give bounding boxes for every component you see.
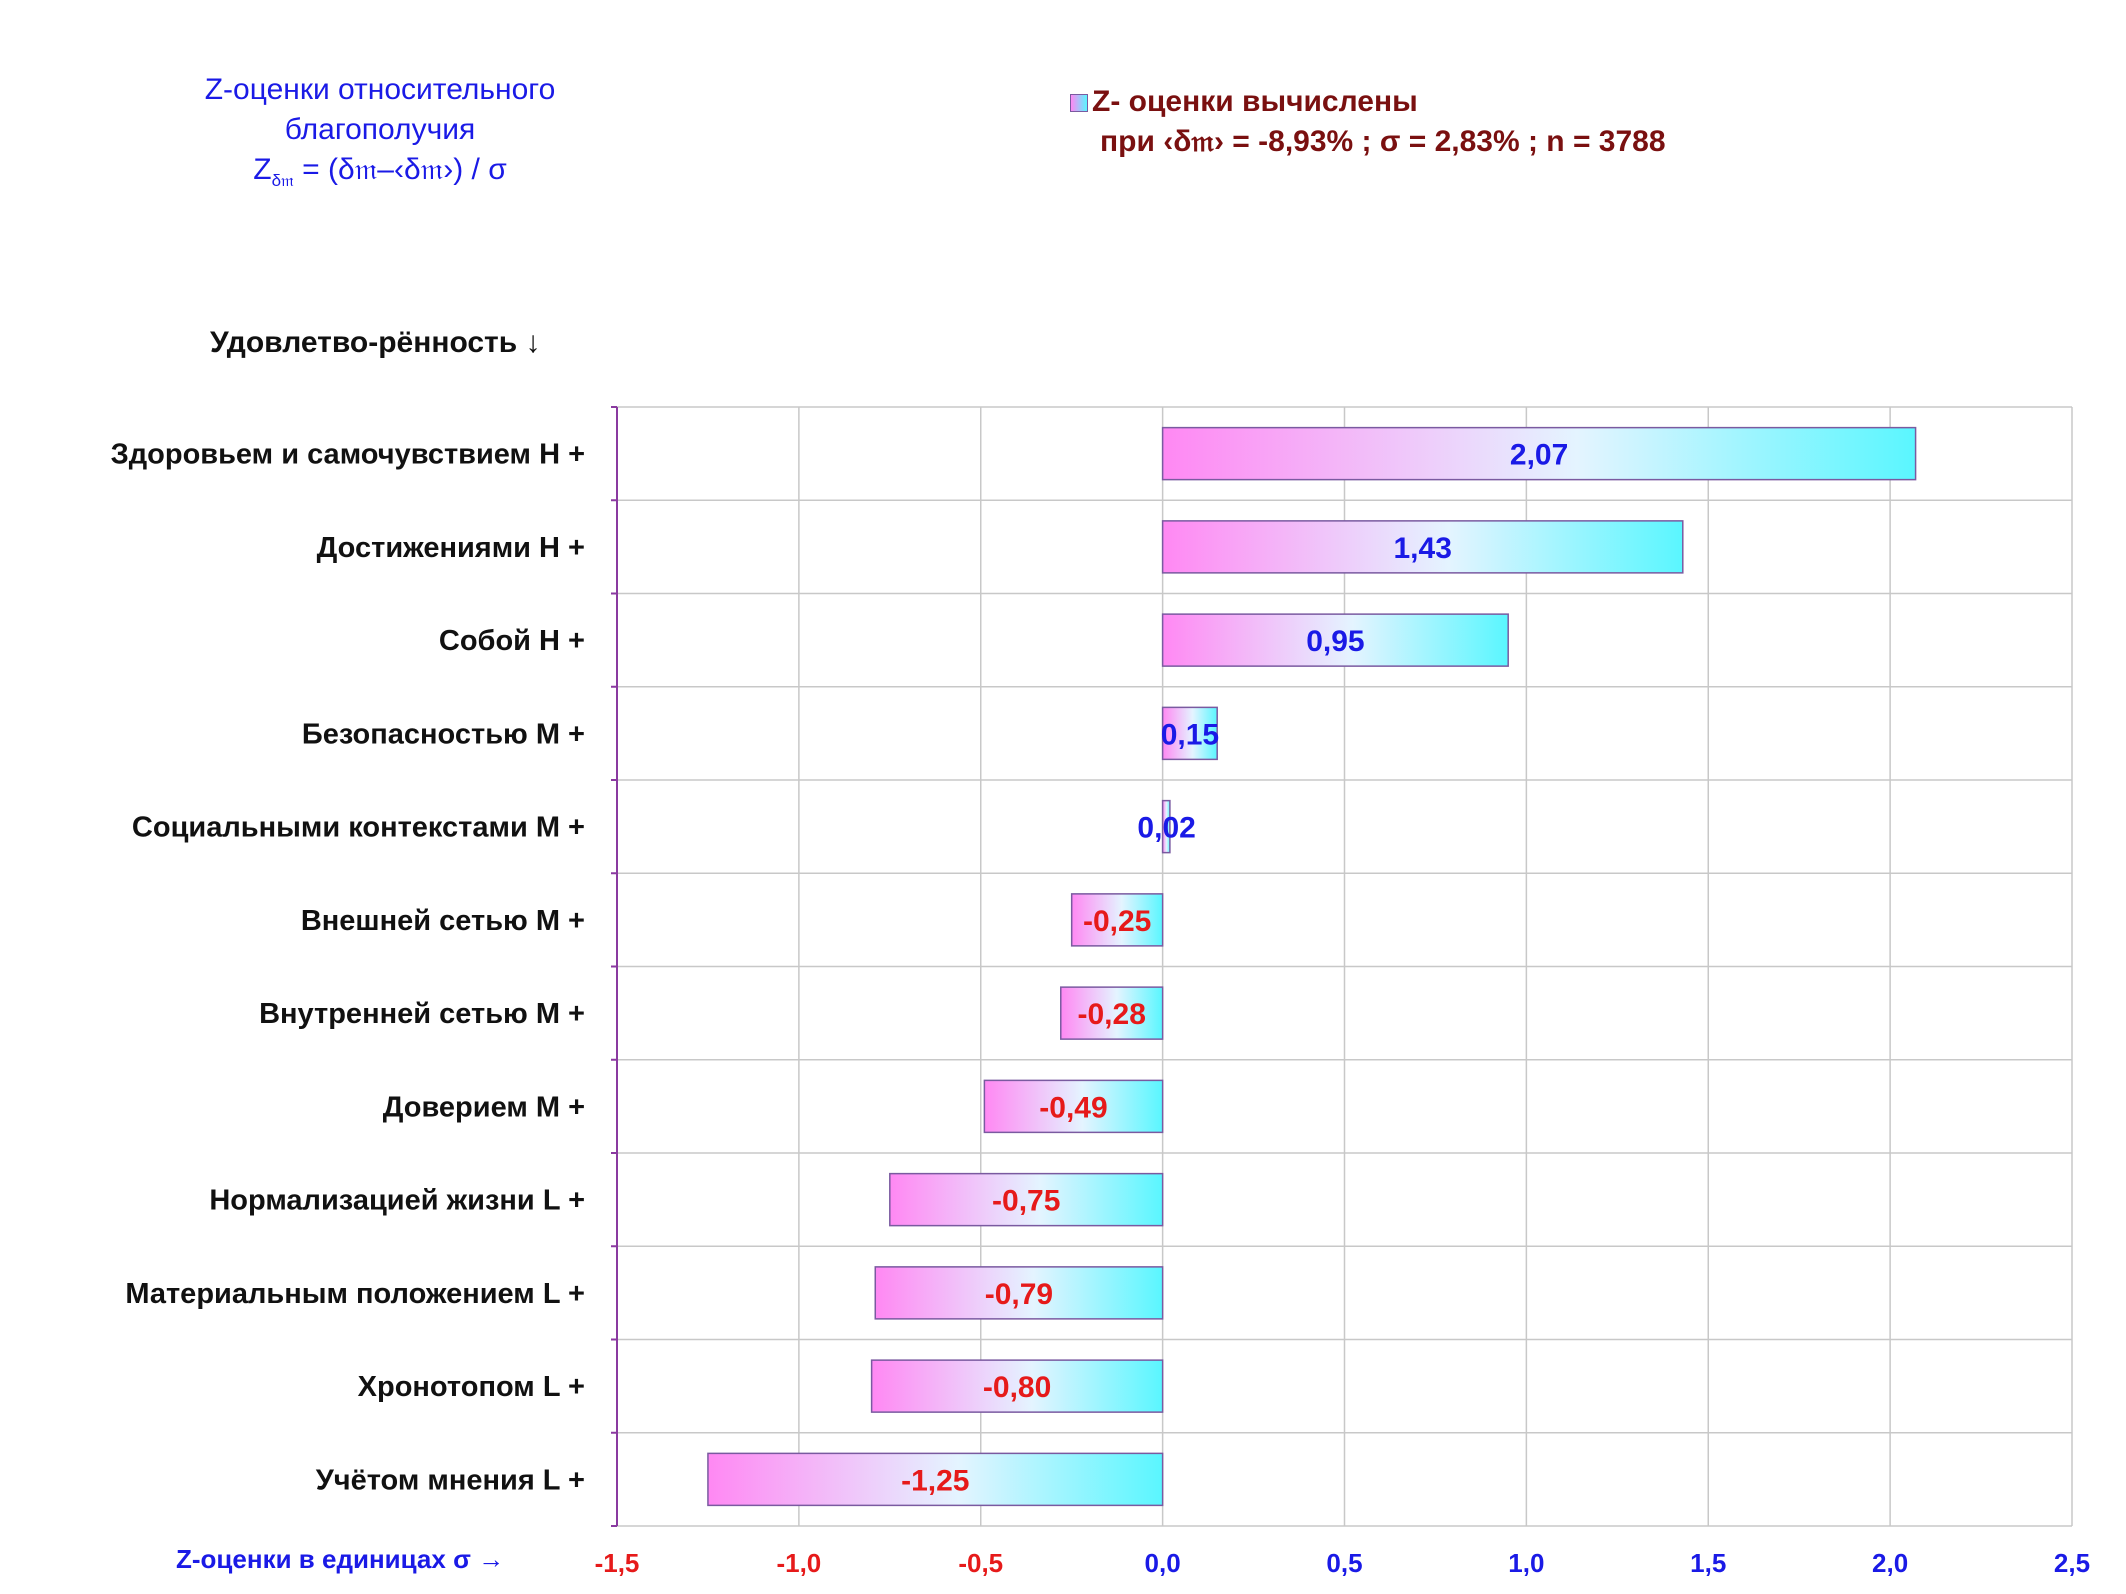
bar (1161, 706, 1218, 761)
bar (1070, 893, 1164, 947)
x-axis-heading: Z-оценки в единицах σ → (176, 1544, 505, 1574)
bar (707, 1452, 1164, 1507)
bar (1161, 613, 1509, 667)
value-label: 1,43 (1394, 532, 1452, 565)
value-label: 2,07 (1510, 439, 1568, 472)
value-label: 0,02 (1137, 812, 1195, 845)
grid (611, 406, 2073, 1527)
value-label: -0,28 (1078, 998, 1146, 1031)
value-label: -0,80 (983, 1371, 1051, 1404)
bar (983, 1079, 1164, 1134)
value-label: 0,95 (1306, 625, 1364, 658)
bar (1161, 520, 1684, 574)
bar (1060, 986, 1164, 1040)
x-tick-label: 0,0 (1145, 1548, 1181, 1578)
legend-line1: Z- оценки вычислены (1092, 85, 1418, 118)
legend: Z- оценки вычислены при ‹δ𝔪› = -8,93% ; … (1070, 82, 1666, 162)
category-label: Безопасностью M + (302, 718, 585, 750)
bar (889, 1172, 1164, 1227)
x-tick-label: 1,5 (1690, 1548, 1726, 1578)
category-label: Внешней сетью M + (301, 905, 585, 937)
y-axis-heading: Удовлетво-рённость ↓ (210, 326, 541, 359)
formula-subscript: δ𝔪 (271, 171, 294, 190)
chart-title-line1: Z-оценки относительного (204, 73, 556, 106)
legend-line2: при ‹δ𝔪› = -8,93% ; σ = 2,83% ; n = 3788 (1100, 125, 1666, 158)
value-label: -0,49 (1039, 1091, 1107, 1124)
chart-title: Z-оценки относительного благополучия (130, 70, 630, 150)
x-tick-label: -1,5 (595, 1548, 640, 1578)
formula-rest: = (δ𝔪–‹δ𝔪›) / σ (293, 153, 507, 186)
value-label: 0,15 (1161, 718, 1219, 751)
bar (1161, 426, 1917, 481)
x-tick-label: -0,5 (958, 1548, 1003, 1578)
x-tick-label: -1,0 (776, 1548, 821, 1578)
category-label: Собой H + (439, 625, 585, 657)
bar (1161, 799, 1171, 854)
value-label: -0,79 (985, 1278, 1053, 1311)
labels: -1,5 -1,0 -0,5 0,0 0,5 1,0 1,5 2,0 2,5 Здоровьем … (111, 439, 2091, 1578)
category-label: Хронотопом L + (358, 1371, 585, 1403)
category-label: Внутренней сетью M + (259, 998, 585, 1030)
chart-title-line2: благополучия (284, 113, 476, 146)
x-tick-label: 1,0 (1508, 1548, 1544, 1578)
category-label: Здоровьем и самочувствием H + (111, 439, 585, 471)
value-label: -0,75 (992, 1185, 1060, 1218)
category-label: Учётом мнения L + (316, 1464, 585, 1496)
x-tick-label: 2,0 (1872, 1548, 1908, 1578)
bar (874, 1266, 1164, 1320)
category-label: Доверием M + (383, 1091, 585, 1123)
value-label: -0,25 (1083, 905, 1151, 938)
bars (707, 426, 1917, 1507)
category-label: Социальными контекстами M + (132, 812, 585, 844)
formula-prefix: Z (253, 153, 272, 186)
category-label: Достижениями H + (317, 532, 585, 564)
chart-formula: Zδ𝔪 = (δ𝔪–‹δ𝔪›) / σ (130, 150, 630, 201)
bar (870, 1359, 1164, 1413)
category-label: Материальным положением L + (125, 1278, 585, 1310)
legend-swatch (1070, 94, 1088, 112)
x-tick-label: 2,5 (2054, 1548, 2090, 1578)
x-tick-label: 0,5 (1326, 1548, 1362, 1578)
category-label: Нормализацией жизни L + (209, 1185, 585, 1217)
value-label: -1,25 (901, 1464, 969, 1497)
